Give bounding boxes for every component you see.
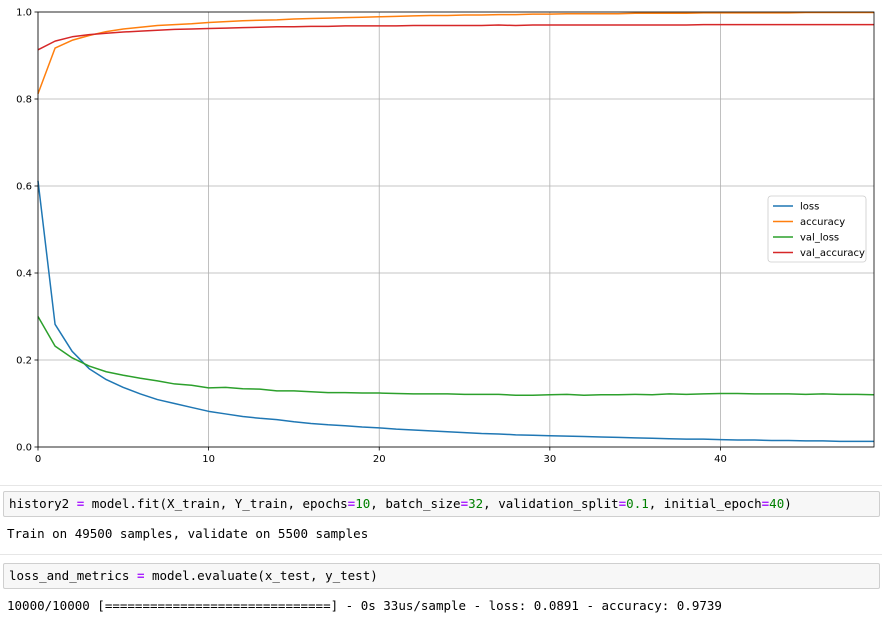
code-operator: = <box>761 496 770 511</box>
plot-frame <box>37 11 875 448</box>
code-number: 10 <box>355 496 371 511</box>
training-history-chart: 0 10 20 30 40 0.0 0.2 0.4 0.6 0.8 1.0 loss accuracy v… <box>16 8 875 465</box>
legend-label: accuracy <box>800 217 845 228</box>
series-line-loss <box>37 180 874 443</box>
x-tick-label: 30 <box>543 454 556 465</box>
y-tick-label: 0.8 <box>16 95 32 106</box>
code-token: history2 <box>9 496 77 511</box>
code-number: 40 <box>769 496 785 511</box>
x-tick-label: 40 <box>714 454 727 465</box>
code-operator: = <box>76 496 85 511</box>
x-tick-label: 0 <box>35 454 41 465</box>
series-line-val-loss <box>37 316 875 396</box>
fit-output-text: Train on 49500 samples, validate on 5500… <box>7 526 369 541</box>
code-cell-model-evaluate[interactable]: loss_and_metrics = model.evaluate(x_test… <box>3 563 880 589</box>
cell-separator <box>0 554 882 555</box>
y-tick-label: 1.0 <box>16 8 32 19</box>
legend-label: loss <box>800 202 819 213</box>
series-line-val-accuracy <box>37 23 874 51</box>
code-token: ) <box>784 496 792 511</box>
x-tick-label: 10 <box>202 454 215 465</box>
legend-label: val_accuracy <box>800 248 865 259</box>
y-tick-label: 0.2 <box>16 356 32 367</box>
y-tick-label: 0.0 <box>16 443 32 454</box>
code-token: model.evaluate(x_test, y_test) <box>144 568 378 583</box>
x-tick-label: 20 <box>373 454 386 465</box>
code-token: , batch_size <box>370 496 461 511</box>
code-operator: = <box>136 568 145 583</box>
code-token: model.fit(X_train, Y_train, epochs <box>84 496 348 511</box>
code-operator: = <box>460 496 469 511</box>
code-operator: = <box>618 496 627 511</box>
code-cell-model-fit[interactable]: history2 = model.fit(X_train, Y_train, e… <box>3 491 880 517</box>
legend-label: val_loss <box>800 233 839 244</box>
code-number: 32 <box>468 496 484 511</box>
code-operator: = <box>347 496 356 511</box>
line-chart-svg: 0 10 20 30 40 0.0 0.2 0.4 0.6 0.8 1.0 loss accuracy v… <box>16 8 875 465</box>
code-token: loss_and_metrics <box>9 568 137 583</box>
code-token: , initial_epoch <box>648 496 762 511</box>
y-tick-label: 0.6 <box>16 182 32 193</box>
code-number: 0.1 <box>626 496 649 511</box>
legend-box <box>767 195 867 263</box>
evaluate-output-text: 10000/10000 [===========================… <box>7 598 722 613</box>
code-token: , validation_split <box>483 496 619 511</box>
series-line-accuracy <box>37 11 874 95</box>
y-tick-label: 0.4 <box>16 269 32 280</box>
cell-separator <box>0 485 882 486</box>
